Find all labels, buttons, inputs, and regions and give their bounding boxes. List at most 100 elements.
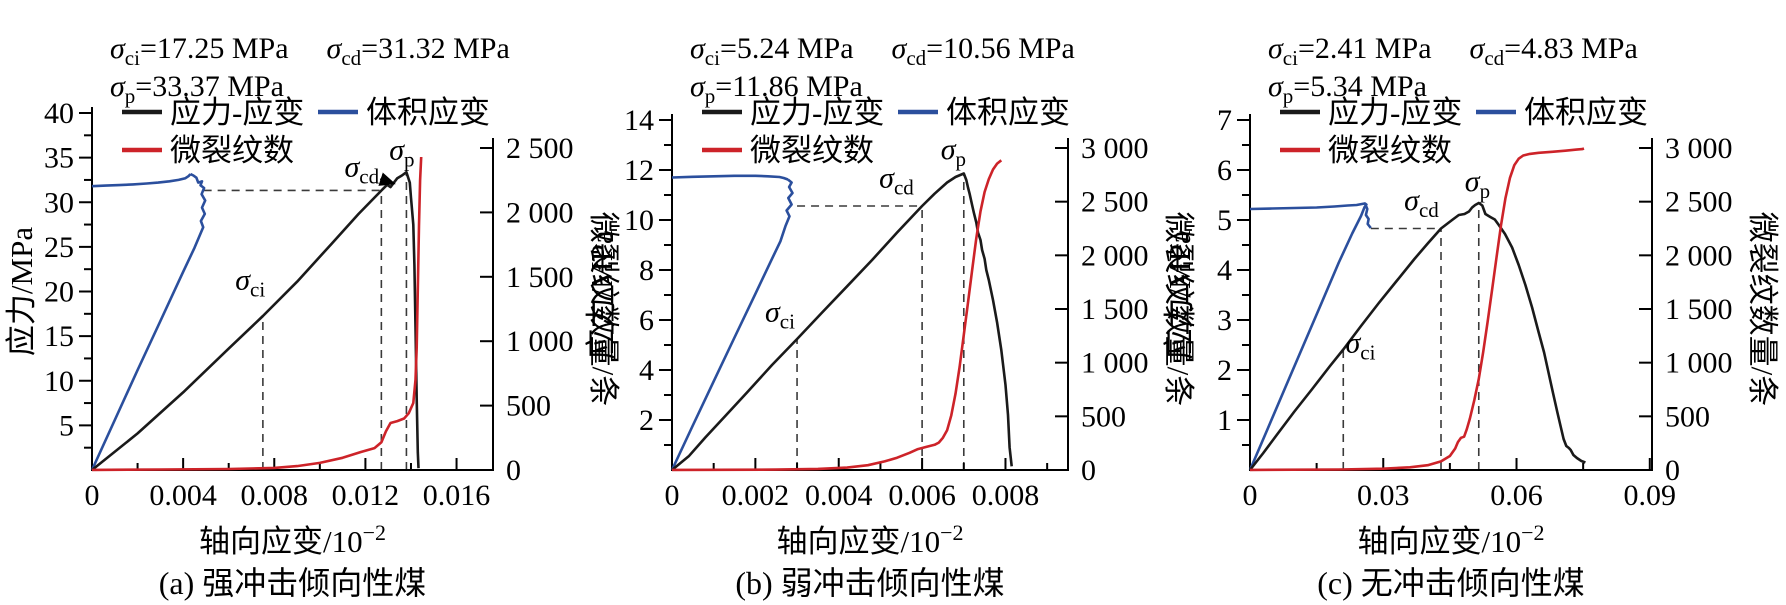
sigma-p-annotation: σp — [941, 133, 966, 171]
y-left-tick-label: 7 — [1217, 104, 1232, 137]
y-right-tick-label: 2 500 — [1081, 186, 1149, 219]
left-axis-title: 应力/MPa — [584, 230, 619, 359]
volumetric-strain-curve — [1248, 202, 1372, 471]
legend-label-crack: 微裂纹数 — [750, 133, 874, 168]
y-right-tick-label: 3 000 — [1081, 132, 1149, 165]
y-left-tick-label: 4 — [1217, 254, 1232, 287]
x-tick-label: 0.016 — [423, 479, 491, 512]
x-axis-title: 轴向应变/10−2 — [1357, 520, 1544, 559]
right-axis-title: 微裂纹数量/条 — [1161, 212, 1196, 407]
y-right-tick-label: 0 — [1665, 454, 1680, 487]
left-axis-ticks — [659, 119, 672, 446]
x-tick-label: 0.012 — [332, 479, 400, 512]
x-tick-label: 0.002 — [722, 479, 790, 512]
x-tick-label: 0 — [85, 479, 100, 512]
sigma-cd-arrow — [378, 172, 396, 186]
y-right-tick-label: 1 500 — [506, 261, 574, 294]
y-right-tick-label: 500 — [1081, 400, 1126, 433]
guide-lines — [1342, 203, 1480, 470]
y-left-tick-label: 10 — [44, 365, 74, 398]
right-axis-ticks — [1055, 147, 1068, 418]
micro-crack-curve — [671, 159, 1003, 472]
header-params-line1: σci=5.24 MPa σcd=10.56 MPa — [690, 32, 1075, 70]
x-tick-label: 0.03 — [1357, 479, 1410, 512]
x-tick-label: 0.06 — [1490, 479, 1543, 512]
y-right-tick-label: 2 000 — [1081, 239, 1149, 272]
y-left-tick-label: 4 — [639, 354, 654, 387]
chart-a: 0 0.004 0.008 0.012 0.016 5 10 15 20 25 30 35 40 0 500… — [4, 32, 621, 601]
left-axis-ticks — [1237, 119, 1250, 446]
legend-label-volumetric: 体积应变 — [1524, 95, 1648, 130]
x-tick-label: 0.004 — [149, 479, 217, 512]
legend-label-volumetric: 体积应变 — [366, 95, 490, 130]
micro-crack-curve — [91, 156, 423, 472]
sigma-cd-annotation: σcd — [879, 162, 914, 200]
header-params-line2: σp=11.86 MPa — [690, 70, 863, 108]
y-left-tick-label: 35 — [44, 142, 74, 175]
y-right-tick-label: 0 — [506, 454, 521, 487]
left-axis-title: 应力/MPa — [1162, 230, 1197, 359]
left-axis-ticks — [79, 112, 92, 449]
x-axis-title: 轴向应变/10−2 — [199, 520, 386, 559]
header-params-line2: σp=33.37 MPa — [110, 70, 284, 108]
y-left-tick-label: 15 — [44, 320, 74, 353]
y-left-tick-label: 25 — [44, 231, 74, 264]
x-tick-label: 0.004 — [805, 479, 873, 512]
sigma-ci-annotation: σci — [765, 295, 795, 333]
y-left-tick-label: 2 — [1217, 354, 1232, 387]
volumetric-strain-curve — [670, 174, 794, 471]
y-left-tick-label: 20 — [44, 276, 74, 309]
y-right-tick-label: 1 000 — [1081, 347, 1149, 380]
y-left-tick-label: 14 — [624, 104, 654, 137]
y-left-tick-label: 10 — [624, 204, 654, 237]
legend-label-stress: 应力-应变 — [170, 95, 304, 130]
legend-label-stress: 应力-应变 — [750, 95, 884, 130]
right-axis-ticks — [1639, 147, 1652, 418]
legend-label-stress: 应力-应变 — [1328, 95, 1462, 130]
y-left-tick-label: 40 — [44, 97, 74, 130]
caption-c: (c) 无冲击倾向性煤 — [1317, 565, 1585, 601]
sigma-cd-annotation: σcd — [1404, 184, 1439, 222]
y-left-tick-label: 6 — [1217, 154, 1232, 187]
x-tick-label: 0.006 — [888, 479, 956, 512]
y-right-tick-label: 2 000 — [1665, 239, 1733, 272]
y-left-tick-label: 2 — [639, 404, 654, 437]
y-right-tick-label: 2 500 — [1665, 186, 1733, 219]
x-tick-label: 0 — [1243, 479, 1258, 512]
right-axis-title: 微裂纹数量/条 — [586, 212, 621, 407]
header-params-line1: σci=17.25 MPa σcd=31.32 MPa — [110, 32, 510, 70]
y-left-tick-label: 6 — [639, 304, 654, 337]
right-axis-title: 微裂纹数量/条 — [1745, 212, 1780, 407]
guide-lines — [203, 172, 408, 470]
x-axis-title: 轴向应变/10−2 — [776, 520, 963, 559]
stress-strain-curve — [671, 172, 1013, 472]
x-axis-ticks — [712, 458, 1049, 470]
micro-crack-curve — [1249, 147, 1585, 472]
y-right-tick-label: 1 500 — [1081, 293, 1149, 326]
y-left-tick-label: 5 — [1217, 204, 1232, 237]
x-tick-label: 0 — [665, 479, 680, 512]
chart-c: 0 0.03 0.06 0.09 1 2 3 4 5 6 7 0 500 1 000 1 500 2 000 2… — [1162, 32, 1780, 601]
chart-b: 0 0.002 0.004 0.006 0.008 2 4 6 8 10 12 14 0 500 1 000… — [584, 32, 1196, 601]
sigma-ci-annotation: σci — [235, 264, 265, 302]
header-params-line1: σci=2.41 MPa σcd=4.83 MPa — [1268, 32, 1638, 70]
y-right-tick-label: 0 — [1081, 454, 1096, 487]
y-right-tick-label: 500 — [506, 390, 551, 423]
y-right-tick-label: 2 500 — [506, 132, 574, 165]
caption-a: (a) 强冲击倾向性煤 — [159, 565, 427, 601]
sigma-ci-annotation: σci — [1346, 327, 1376, 365]
right-axis-ticks — [480, 147, 493, 407]
sigma-cd-annotation: σcd — [344, 150, 379, 188]
x-tick-label: 0.008 — [241, 479, 309, 512]
y-left-tick-label: 1 — [1217, 404, 1232, 437]
stress-strain-curve — [91, 170, 420, 472]
volumetric-strain-curve — [90, 172, 207, 471]
y-right-tick-label: 1 000 — [1665, 347, 1733, 380]
y-left-tick-label: 8 — [639, 254, 654, 287]
guide-lines — [796, 173, 965, 470]
sigma-p-annotation: σp — [1465, 165, 1490, 203]
